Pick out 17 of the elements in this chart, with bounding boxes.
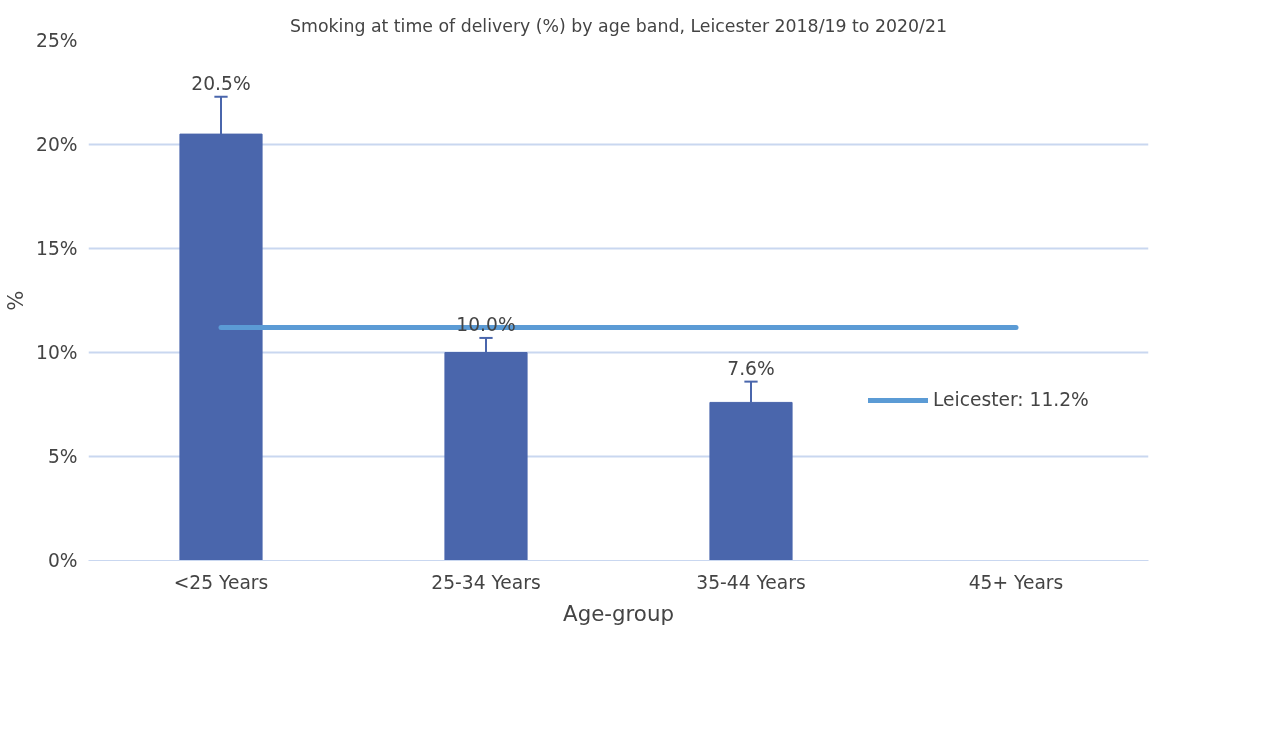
y-tick-label: 15%	[36, 238, 78, 259]
data-label: 10.0%	[456, 313, 516, 335]
x-tick-label: 25-34 Years	[431, 571, 541, 593]
y-tick-label: 5%	[47, 446, 78, 467]
y-tick-label: 20%	[36, 134, 78, 155]
x-tick-label: 45+ Years	[968, 571, 1064, 593]
data-label: 20.5%	[191, 72, 251, 94]
y-tick-label: 0%	[47, 550, 78, 571]
chart-title: Smoking at time of delivery (%) by age band, Leicester 2018/19 to 2020/21	[290, 15, 947, 36]
y-tick-label: 10%	[36, 342, 78, 363]
x-tick-label: 35-44 Years	[696, 571, 806, 593]
y-axis-title: %	[3, 290, 29, 311]
x-axis-title: Age-group	[563, 600, 674, 626]
y-tick-label: 25%	[36, 30, 78, 51]
data-label: 7.6%	[727, 357, 775, 379]
legend-label: Leicester: 11.2%	[933, 389, 1089, 410]
x-tick-label: <25 Years	[173, 571, 269, 593]
